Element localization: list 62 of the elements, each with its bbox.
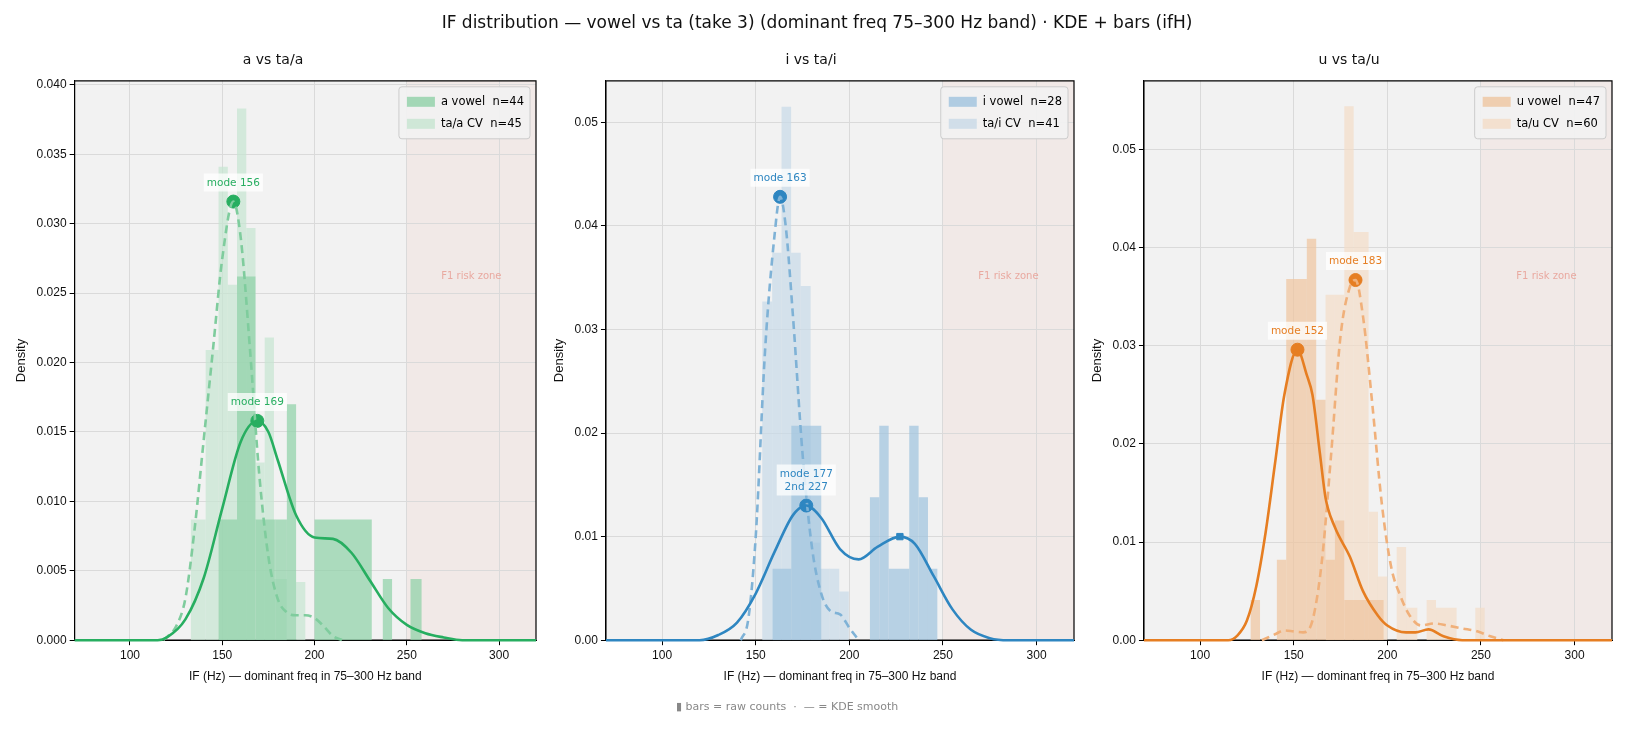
y-axis-title: Density xyxy=(551,338,567,383)
y-axis-title: Density xyxy=(1089,338,1105,383)
y-tick-label: 0.00 xyxy=(1112,632,1137,647)
y-tick-label: 0.02 xyxy=(574,425,599,440)
chart-title: i vs ta/i xyxy=(785,51,837,68)
y-tick-label: 0.01 xyxy=(1112,534,1137,549)
chart-title: a vs ta/a xyxy=(242,51,304,68)
x-axis-title: IF (Hz) — dominant freq in 75–300 Hz band xyxy=(188,669,422,684)
y-tick-label: 0.005 xyxy=(36,563,67,578)
x-tick-label: 100 xyxy=(1190,647,1211,662)
band-label: F1 risk zone xyxy=(1516,270,1577,282)
y-tick-label: 0.05 xyxy=(1112,141,1137,156)
x-tick-label: 300 xyxy=(1564,647,1585,662)
legend-label: u vowel n=47 xyxy=(1516,93,1601,108)
y-tick-label: 0.01 xyxy=(574,528,599,543)
y-tick-label: 0.015 xyxy=(36,424,67,439)
x-tick-label: 300 xyxy=(489,647,510,662)
annotation: mode 152 xyxy=(1270,323,1325,336)
legend-label: ta/u CV n=60 xyxy=(1516,115,1598,130)
legend-label: i vowel n=28 xyxy=(982,93,1063,108)
x-tick-label: 300 xyxy=(1026,647,1047,662)
annotation: mode 169 xyxy=(230,394,284,407)
y-tick-label: 0.020 xyxy=(36,354,67,369)
x-tick-label: 250 xyxy=(932,647,954,662)
x-tick-label: 200 xyxy=(1377,647,1398,662)
annotation: mode 183 xyxy=(1328,254,1383,267)
y-tick-label: 0.010 xyxy=(36,493,67,508)
legend-label: ta/i CV n=41 xyxy=(982,115,1060,130)
y-tick-label: 0.03 xyxy=(1112,338,1137,353)
x-tick-label: 100 xyxy=(119,647,141,662)
annotation: mode 177 2nd 227 xyxy=(779,466,833,492)
y-tick-label: 0.035 xyxy=(36,146,67,161)
legend-label: ta/a CV n=45 xyxy=(440,115,522,130)
y-tick-label: 0.05 xyxy=(574,114,599,129)
y-tick-label: 0.030 xyxy=(36,216,67,231)
x-tick-label: 200 xyxy=(839,647,860,662)
y-tick-label: 0.00 xyxy=(574,632,599,647)
y-axis-title: Density xyxy=(13,338,29,383)
x-axis-title: IF (Hz) — dominant freq in 75–300 Hz band xyxy=(723,669,957,684)
annotation: mode 163 xyxy=(753,170,807,183)
y-tick-label: 0.04 xyxy=(574,218,599,233)
x-tick-label: 250 xyxy=(1470,647,1492,662)
x-tick-label: 250 xyxy=(396,647,418,662)
x-axis-title: IF (Hz) — dominant freq in 75–300 Hz band xyxy=(1261,669,1495,684)
y-tick-label: 0.025 xyxy=(36,285,67,300)
x-tick-label: 150 xyxy=(1283,647,1305,662)
x-tick-label: 150 xyxy=(745,647,767,662)
band-label: F1 risk zone xyxy=(441,270,502,282)
x-tick-label: 200 xyxy=(304,647,325,662)
legend-label: a vowel n=44 xyxy=(440,93,525,108)
y-tick-label: 0.040 xyxy=(36,77,67,92)
text: ▮ bars = raw counts · — = KDE smooth xyxy=(676,700,899,713)
x-tick-label: 150 xyxy=(212,647,233,662)
text: IF distribution — vowel vs ta (take 3) (dominant freq 75–300 Hz band) · KDE + bars (ifH) xyxy=(440,12,1194,32)
chart-title: u vs ta/u xyxy=(1318,51,1380,68)
y-tick-label: 0.04 xyxy=(1112,239,1137,254)
band-label: F1 risk zone xyxy=(978,270,1039,282)
y-tick-label: 0.000 xyxy=(36,632,67,647)
annotation: mode 156 xyxy=(206,175,261,188)
y-tick-label: 0.03 xyxy=(574,321,599,336)
y-tick-label: 0.02 xyxy=(1112,436,1137,451)
x-tick-label: 100 xyxy=(652,647,673,662)
